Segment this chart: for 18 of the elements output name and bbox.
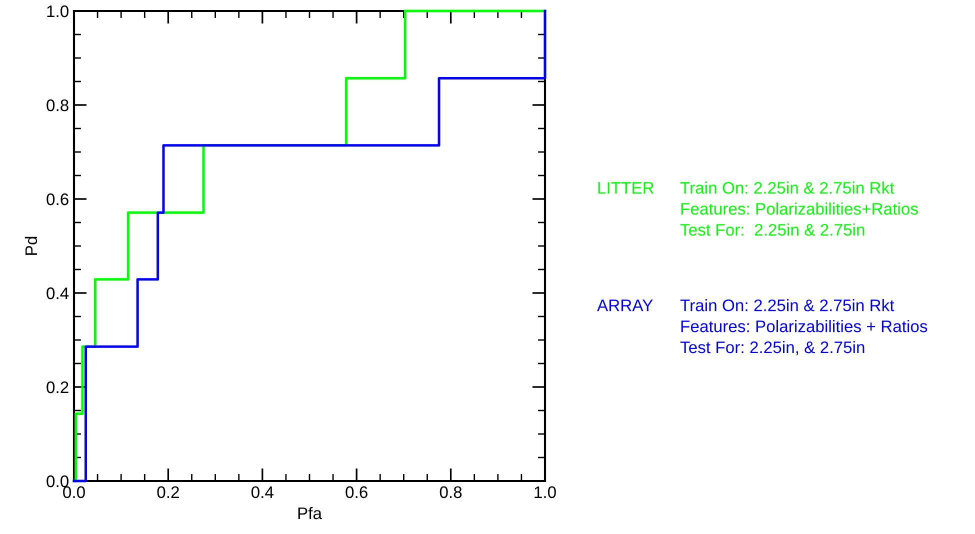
text: Train On: 2.25in & 2.75in Rkt Features: Polarizabilities + Ratios Test For: 2.25in, & 2.75in bbox=[680, 299, 928, 356]
text: ARRAY bbox=[597, 300, 653, 312]
x-tick-label: 0.6 bbox=[346, 486, 368, 498]
y-tick-label: 0.6 bbox=[46, 193, 68, 206]
text: LITTER bbox=[598, 182, 654, 194]
x-tick-label: 0.2 bbox=[157, 486, 179, 498]
x-tick-label: 0.4 bbox=[251, 486, 274, 498]
y-tick-label: 0.8 bbox=[46, 99, 68, 112]
y-tick-label: 0.4 bbox=[46, 287, 69, 300]
x-tick-label: 1.0 bbox=[534, 486, 556, 498]
text: Train On: 2.25in & 2.75in Rkt Features: Polarizabilities+Ratios Test For: 2.25in & 2.75in bbox=[680, 182, 918, 236]
x-tick-label: 0.0 bbox=[63, 486, 85, 498]
x-axis-title: Pfa bbox=[298, 506, 322, 520]
y-tick-label: 1.0 bbox=[47, 5, 68, 18]
y-tick-label: 0.2 bbox=[46, 381, 68, 394]
x-tick-label: 0.8 bbox=[440, 486, 462, 498]
y-axis-title: Pd bbox=[24, 236, 38, 255]
y-tick-label: 0.0 bbox=[46, 475, 68, 488]
